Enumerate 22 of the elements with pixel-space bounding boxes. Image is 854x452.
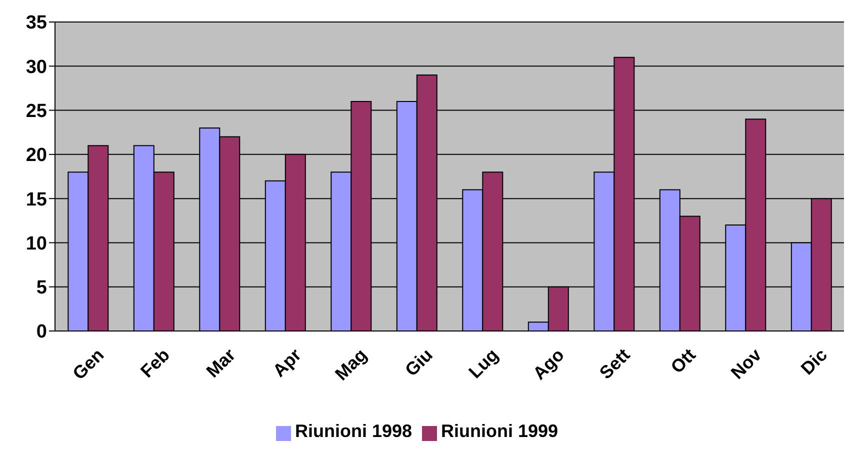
y-tick-label: 25 (26, 101, 48, 122)
y-tick-label: 10 (26, 233, 47, 254)
y-tick-label: 20 (26, 145, 47, 166)
x-tick-label: Giu (401, 344, 436, 380)
legend-label: Riunioni 1998 (294, 421, 412, 441)
y-tick-label: 30 (26, 56, 47, 78)
x-tick-label: Gen (68, 344, 108, 384)
legend-label: Riunioni 1999 (441, 421, 558, 441)
x-tick-label: Mag (331, 344, 371, 384)
x-tick-label: Ago (529, 344, 568, 384)
x-tick-label: Apr (268, 344, 305, 381)
x-tick-label: Lug (464, 344, 502, 382)
x-tick-label: Dic (797, 344, 831, 379)
y-tick-label: 5 (36, 278, 48, 299)
y-tick-label: 0 (36, 322, 47, 343)
x-tick-label: Feb (136, 344, 174, 382)
x-tick-label: Mar (202, 344, 240, 382)
x-tick-label: Sett (596, 344, 634, 383)
x-tick-label: Nov (727, 344, 766, 383)
x-tick-label: Ott (666, 344, 700, 378)
y-tick-label: 15 (26, 189, 48, 210)
y-tick-label: 35 (26, 12, 48, 34)
